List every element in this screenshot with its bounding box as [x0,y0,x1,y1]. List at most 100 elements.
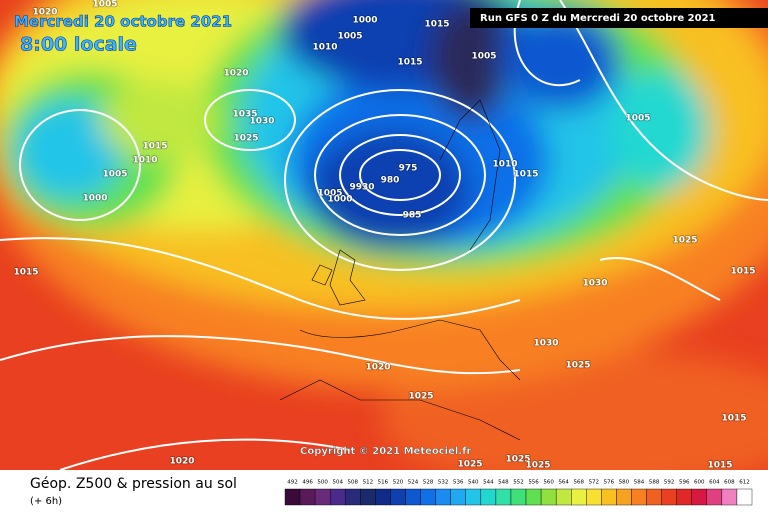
isobar-label: 1020 [169,457,194,467]
copyright: Copyright © 2021 Meteociel.fr [300,446,471,457]
colorbar-swatch [571,488,587,506]
coastlines [279,99,521,441]
colorbar-label: 584 [634,480,645,486]
footer-lead: (+ 6h) [30,496,62,507]
isobar-label: 1000 [327,195,352,205]
colorbar-swatch [525,488,542,506]
colorbar-label: 516 [378,480,389,486]
colorbar-swatch [375,488,391,506]
isobar-label: 1025 [233,134,258,144]
colorbar-swatch [495,488,512,506]
isobar-label: 1020 [223,69,248,79]
isobar-label: 1020 [32,8,57,18]
isobar-label: 1020 [365,363,390,373]
isobar-label: 1010 [312,43,337,53]
colorbar-swatch [510,488,527,506]
colorbar-swatch [390,488,406,506]
isobar-label: 1035 [232,110,257,120]
colorbar-label: 548 [498,480,509,486]
run-label: Run GFS 0 Z du Mercredi 20 octobre 2021 [480,13,716,24]
run-box [470,8,768,28]
isobar-label: 1010 [492,160,517,170]
isobar-label: 1015 [707,461,732,471]
colorbar-label: 536 [453,480,464,486]
colorbar-label: 568 [574,480,585,486]
colorbar-label: 500 [317,480,328,486]
colorbar-label: 528 [423,480,434,486]
colorbar-swatch [586,488,602,506]
colorbar-label: 524 [408,480,419,486]
colorbar-swatch [601,488,617,506]
isobar-label: 980 [381,176,400,186]
colorbar-swatch [329,488,346,506]
isobar-label: 1005 [337,32,362,42]
isobar-label: 1000 [82,194,107,204]
isobar-label: 1015 [142,142,167,152]
isobar-label: 1005 [471,52,496,62]
isobar-label: 1000 [352,16,377,26]
isobar-label: 1030 [249,117,274,127]
isobar-label: 975 [399,164,418,174]
map-time: 8:00 locale [20,34,137,56]
colorbar-label: 592 [664,480,675,486]
colorbar-swatch [736,488,753,506]
isobar-label: 1005 [102,170,127,180]
colorbar-swatch [360,488,376,506]
colorbar-label: 600 [694,480,705,486]
isobar-label: 1025 [457,460,482,470]
isobar-label: 1025 [672,236,697,246]
isobar-label: 1005 [317,189,342,199]
colorbar-swatch [299,488,316,506]
isobar-label: 985 [403,211,422,221]
colorbar-label: 588 [649,480,660,486]
colorbar-swatch [480,488,497,506]
colorbar-swatch [345,488,361,506]
colorbar-label: 612 [739,480,750,486]
isobar-label: 1015 [13,268,38,278]
colorbar-swatch [631,488,647,506]
colorbar-label: 580 [619,480,630,486]
isobar-label: 9930 [349,183,374,193]
isobar-label: 1005 [92,0,117,10]
isobar-label: 1015 [721,414,746,424]
isobar-label: 1015 [513,170,538,180]
colorbar-swatch [540,488,557,506]
colorbar-label: 520 [393,480,404,486]
footer-title: Géop. Z500 & pression au sol [30,476,237,492]
isobar-label: 1025 [525,461,550,471]
colorbar-swatch [706,488,723,506]
colorbar-label: 508 [348,480,359,486]
colorbar-label: 540 [468,480,479,486]
isobars [0,0,768,375]
isobar-label: 1030 [533,339,558,349]
colorbar-swatch [676,488,692,506]
colorbar-label: 564 [558,480,569,486]
isobar-label: 1015 [424,20,449,30]
colorbar-label: 604 [709,480,720,486]
colorbar-swatch [691,488,708,506]
colorbar-label: 576 [604,480,615,486]
colorbar-label: 560 [543,480,554,486]
colorbar-swatch [616,488,632,506]
colorbar-swatch [661,488,677,506]
isobar-label: 1030 [582,279,607,289]
colorbar-swatch [555,488,572,506]
colorbar-swatch [314,488,331,506]
isobar-label: 1015 [397,58,422,68]
isobar-label: 1025 [408,392,433,402]
colorbar-label: 572 [589,480,600,486]
colorbar-label: 608 [724,480,735,486]
isobar-label: 1005 [625,114,650,124]
colorbar-swatch [284,488,301,506]
colorbar-swatch [450,488,466,506]
colorbar-label: 492 [287,480,298,486]
isobar-label: 1015 [730,267,755,277]
colorbar-swatch [420,488,436,506]
map-date: Mercredi 20 octobre 2021 [14,13,232,31]
colorbar-label: 596 [679,480,690,486]
isobar-label: 1025 [565,361,590,371]
field [0,0,768,490]
colorbar-label: 532 [438,480,449,486]
